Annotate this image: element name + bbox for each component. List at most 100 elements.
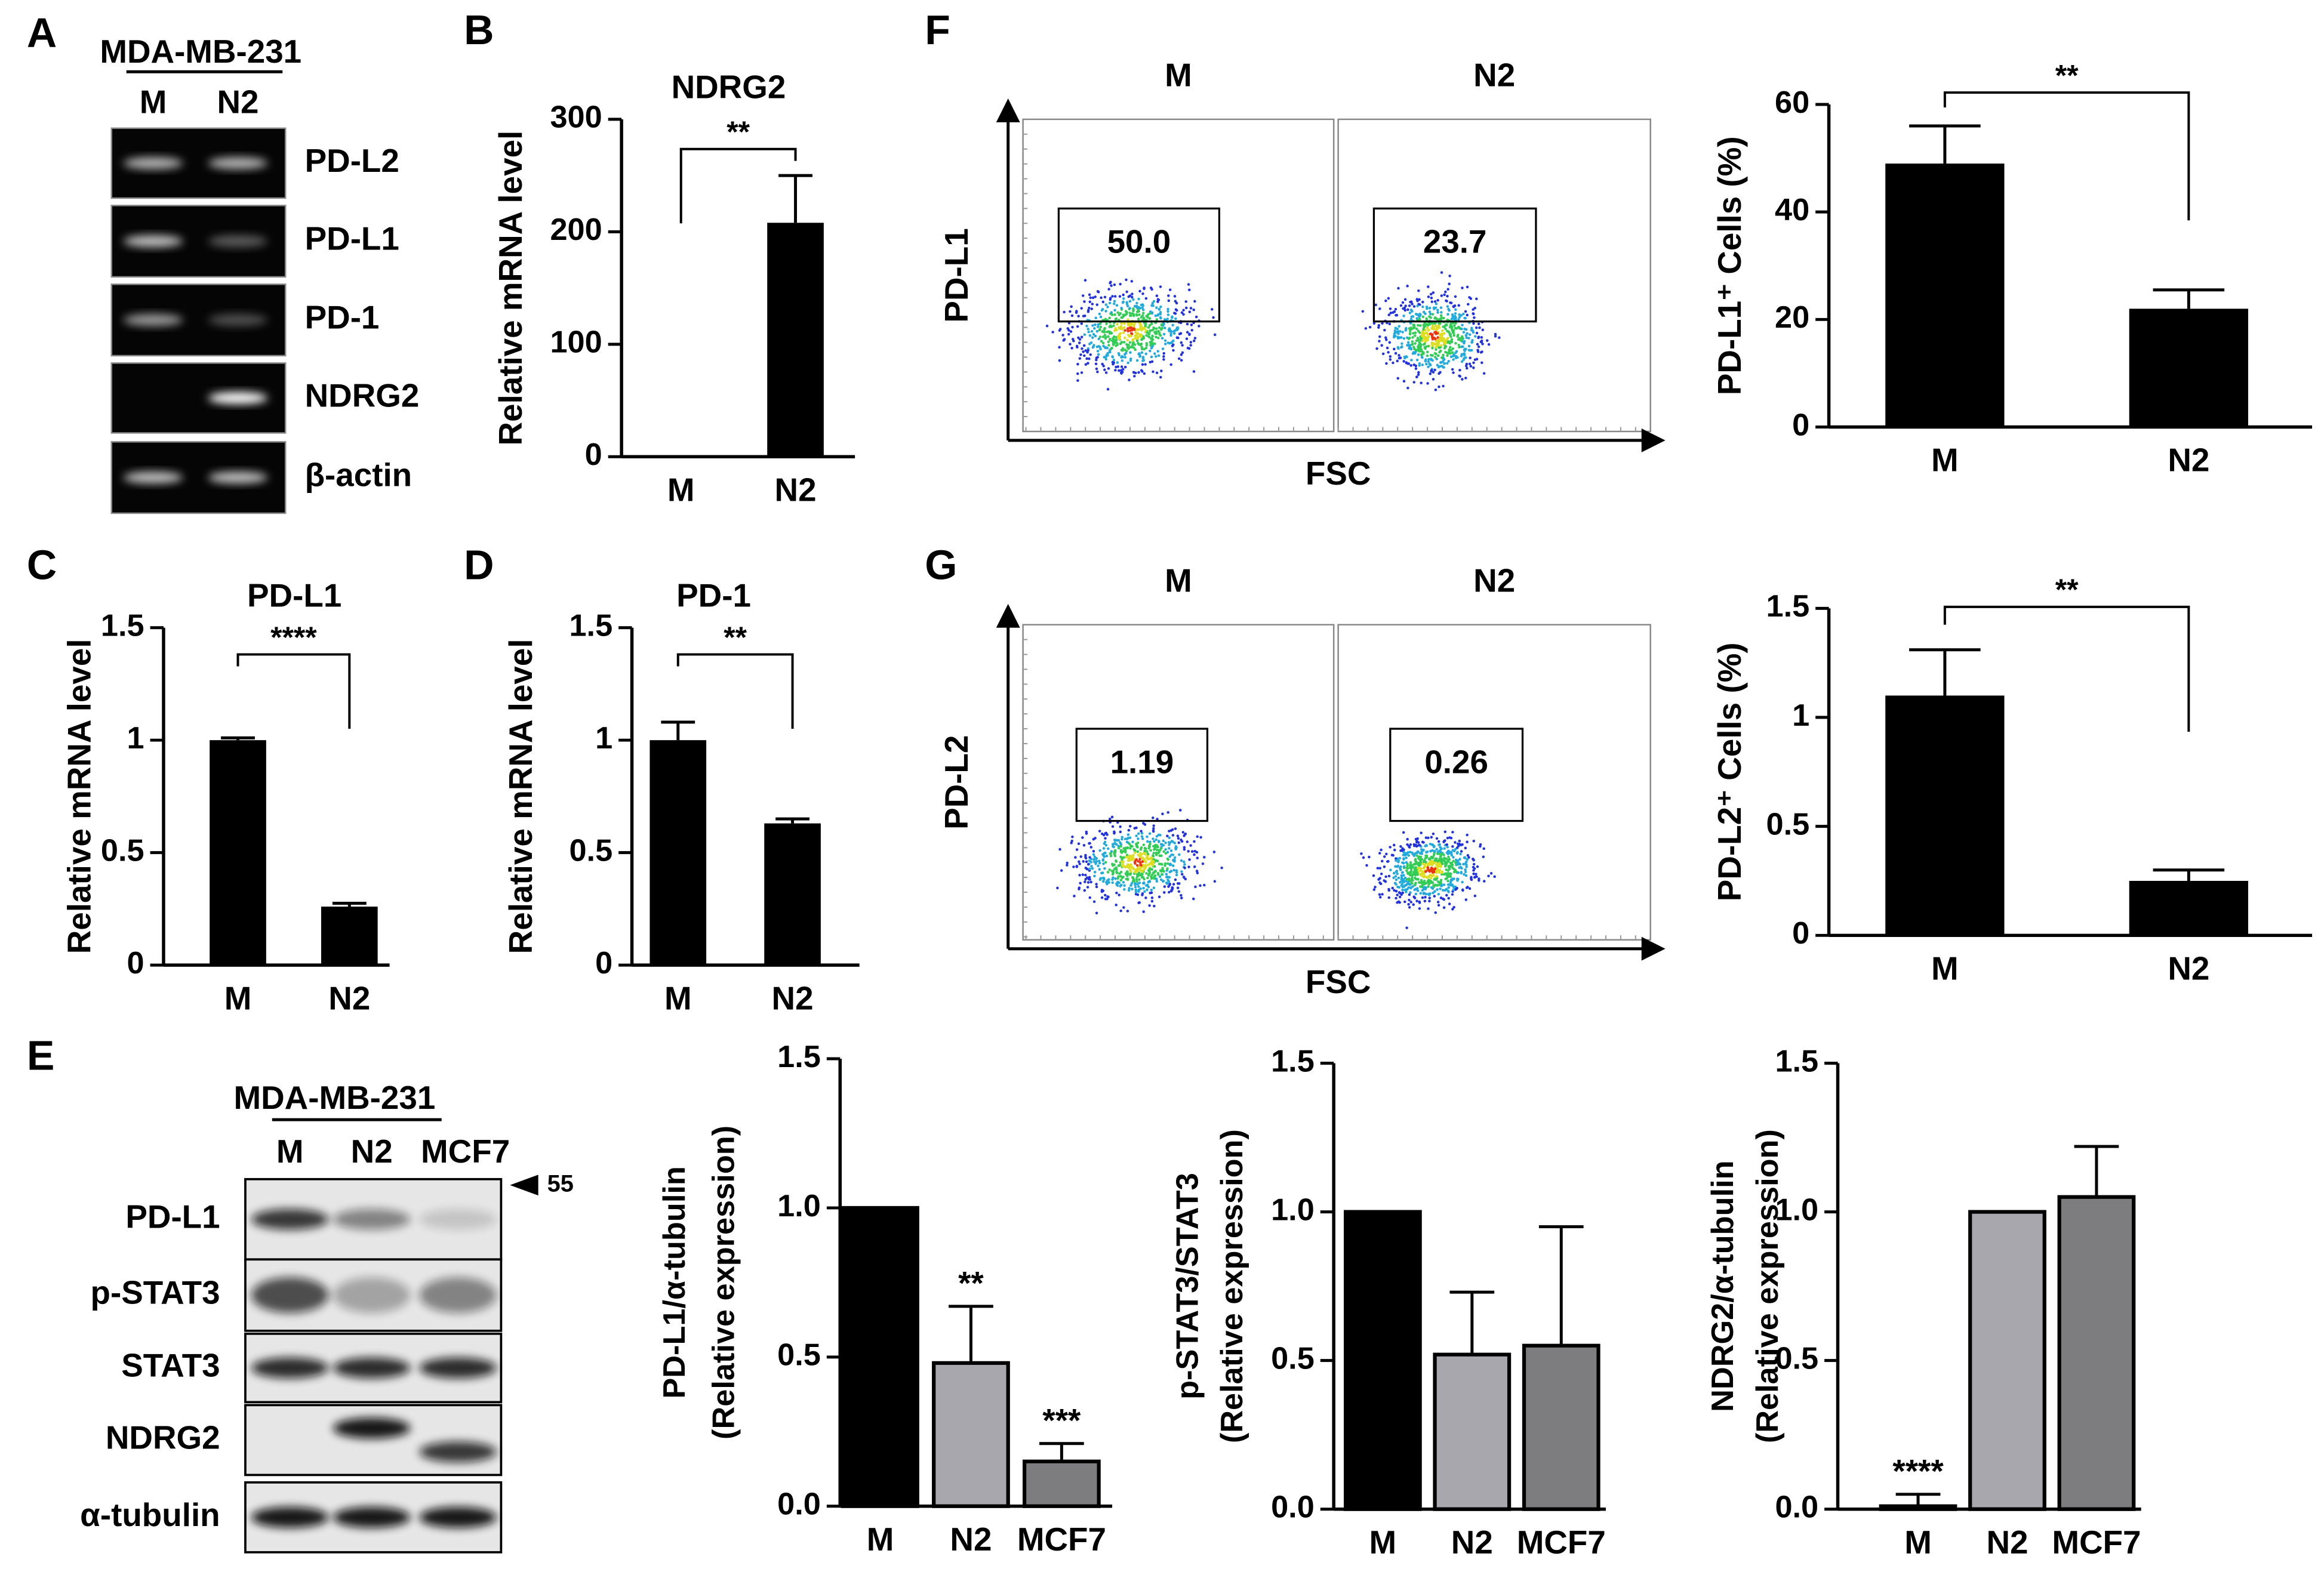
event-dot [1082,350,1085,353]
event-dot [1420,831,1423,834]
event-dot [1421,353,1424,356]
event-dot [1091,324,1094,327]
event-dot [1463,349,1466,352]
event-dot [1081,836,1084,839]
event-dot [1407,844,1411,848]
event-dot [1435,837,1439,840]
event-dot [1126,870,1129,873]
lane-label: N2 [351,1133,393,1170]
event-dot [1193,865,1196,868]
event-dot [1092,332,1095,336]
y-axis-label: (Relative expression) [706,1126,741,1439]
event-dot [1104,310,1107,313]
event-dot [1213,333,1217,337]
event-dot [1424,358,1427,361]
event-dot [1439,306,1443,309]
event-dot [1463,856,1466,859]
event-dot [1451,908,1454,911]
event-dot [1091,346,1095,349]
event-dot [1119,327,1122,331]
event-dot [1147,886,1150,889]
event-dot [1161,347,1165,350]
y-tick-label: 300 [550,100,602,135]
event-dot [1145,342,1149,345]
event-dot [1180,839,1183,841]
event-dot [1159,869,1162,872]
event-dot [1480,361,1483,364]
event-dot [1438,871,1441,874]
event-dot [1472,865,1475,869]
bar [1885,164,2005,427]
event-dot [1409,901,1412,904]
event-dot [1102,365,1105,368]
event-dot [1460,360,1464,363]
event-dot [1160,369,1163,372]
event-dot [1466,858,1469,861]
event-dot [1465,366,1469,370]
event-dot [1088,856,1091,859]
event-dot [1131,887,1134,890]
event-dot [1163,885,1166,888]
event-dot [1167,885,1170,888]
event-dot [1463,341,1466,345]
event-dot [1421,889,1424,892]
event-dot [1406,867,1409,870]
event-dot [1113,295,1117,298]
band-label: β-actin [305,457,413,494]
event-dot [1472,366,1475,369]
event-dot [1446,852,1449,856]
event-dot [1409,346,1412,350]
event-dot [1127,295,1130,298]
event-dot [1172,349,1175,352]
event-dot [1372,874,1375,877]
event-dot [1173,856,1177,859]
event-dot [1383,865,1386,868]
event-dot [1427,365,1430,368]
event-dot [1114,877,1117,880]
event-dot [1409,309,1413,312]
event-dot [1075,865,1079,868]
y-tick-label: 1.0 [1271,1192,1315,1227]
y-tick-label: 0.5 [101,833,144,868]
event-dot [1395,896,1398,900]
event-dot [1153,840,1156,843]
event-dot [1086,881,1090,884]
event-dot [1448,275,1451,278]
event-dot [1171,828,1174,831]
event-dot [1086,349,1090,352]
event-dot [1432,853,1436,856]
event-dot [1162,358,1165,361]
event-dot [1146,840,1149,843]
event-dot [1172,864,1175,867]
event-dot [1420,878,1423,882]
event-dot [1128,825,1132,828]
event-dot [1108,301,1112,304]
event-dot [1473,358,1477,361]
bar [2057,1195,2136,1511]
event-dot [1437,365,1440,369]
event-dot [1125,278,1128,282]
event-dot [1123,837,1127,840]
event-dot [1447,850,1450,853]
event-dot [1124,865,1128,869]
event-dot [1195,315,1198,319]
event-dot [1189,307,1193,310]
event-dot [1450,338,1454,341]
event-dot [1111,339,1114,343]
event-dot [1460,355,1463,357]
event-dot [1439,887,1442,890]
event-dot [1161,326,1163,330]
event-dot [1058,847,1061,851]
event-dot [1136,335,1139,339]
event-dot [1174,300,1177,303]
event-dot [1131,876,1134,879]
event-dot [1421,305,1424,309]
event-dot [1447,855,1450,859]
event-dot [1166,862,1169,865]
event-dot [1118,369,1121,372]
x-tick-label: M [667,471,695,508]
panel-label: F [925,7,950,53]
event-dot [1457,871,1460,874]
event-dot [1398,867,1402,870]
event-dot [1432,832,1435,836]
